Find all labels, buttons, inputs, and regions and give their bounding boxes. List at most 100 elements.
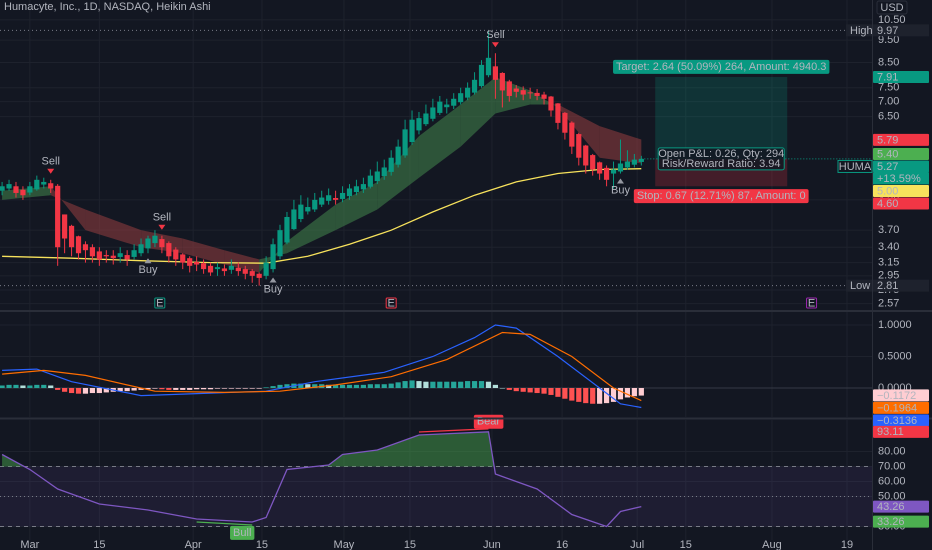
candle-body — [298, 204, 304, 220]
price-badge-label: −0.1172 — [877, 390, 916, 402]
price-badge — [873, 414, 929, 427]
histogram-bar — [55, 388, 61, 390]
histogram-bar — [20, 385, 26, 389]
price-badge — [873, 401, 929, 414]
histogram-bar — [138, 388, 144, 390]
y-tick-label: 70.00 — [878, 460, 906, 472]
ribbon — [182, 238, 225, 265]
candle-body — [48, 183, 54, 189]
histogram-bar — [284, 384, 290, 389]
candle-body — [13, 186, 19, 193]
histogram-bar — [173, 388, 179, 390]
candle-body — [339, 192, 346, 199]
candle-body — [471, 79, 478, 93]
event-marker — [806, 297, 818, 309]
histogram-bar — [256, 388, 262, 389]
histogram-bar — [597, 388, 603, 404]
y-tick-label: 8.50 — [878, 56, 899, 68]
histogram-bar — [458, 381, 464, 389]
x-tick-label: 15 — [93, 539, 105, 550]
histogram-bar — [451, 381, 457, 389]
x-tick-label: May — [334, 539, 355, 550]
candle-body — [332, 198, 339, 200]
histogram-bar — [145, 388, 151, 390]
histogram-bar — [242, 388, 248, 389]
candle-body — [444, 104, 450, 108]
divergence-label: Bull — [233, 527, 251, 539]
price-badge-label: 4.60 — [877, 198, 898, 210]
candle-body — [96, 251, 102, 260]
histogram-bar — [270, 386, 276, 389]
symbol-label: HUMA — [839, 161, 872, 173]
candle-body — [207, 265, 214, 273]
histogram-bar — [590, 388, 596, 404]
histogram-bar — [75, 388, 82, 394]
candle-body — [597, 162, 603, 174]
histogram-bar — [194, 388, 200, 390]
histogram-bar — [360, 384, 366, 389]
signal-label: Sell — [42, 156, 60, 168]
candle-body — [131, 250, 137, 257]
candle-body — [395, 146, 401, 165]
candle-body — [277, 230, 283, 257]
y-tick-label: 7.00 — [878, 96, 899, 108]
candle-body — [409, 119, 415, 142]
candle-body — [367, 175, 373, 187]
stop-label-box — [633, 189, 809, 204]
candle-body — [152, 235, 158, 244]
ribbon — [85, 209, 142, 248]
histogram-bar — [610, 388, 617, 402]
ribbon — [286, 204, 336, 254]
candle-body — [319, 197, 325, 205]
histogram-bar — [277, 384, 283, 389]
price-badge — [873, 71, 929, 84]
event-label: E — [156, 297, 163, 309]
candle-body — [180, 254, 186, 263]
histogram-bar — [569, 388, 575, 401]
candle-body — [187, 258, 193, 266]
y-tick-label: 9.50 — [878, 34, 899, 46]
histogram-bar — [124, 388, 130, 392]
candle-body — [0, 186, 5, 191]
candle-body — [214, 267, 221, 270]
extreme-name: Low — [850, 280, 870, 292]
candle-body — [631, 159, 637, 165]
y-tick-label: 7.50 — [878, 82, 899, 94]
price-axis — [872, 0, 932, 550]
candle-body — [68, 225, 75, 248]
y-tick-label: 0.5000 — [878, 350, 912, 362]
y-tick-label: 1.0000 — [878, 319, 912, 331]
candle-body — [388, 157, 394, 172]
histogram-bar — [548, 388, 554, 395]
candle-body — [603, 167, 610, 180]
histogram-bar — [416, 381, 422, 389]
y-tick-label: 2.57 — [878, 298, 899, 310]
histogram-bar — [638, 388, 644, 396]
histogram-bar — [82, 388, 89, 394]
event-label: E — [808, 297, 815, 309]
candle-body — [82, 244, 89, 251]
histogram-bar — [96, 388, 102, 394]
histogram-bar — [527, 388, 533, 393]
candle-body — [534, 92, 540, 96]
histogram-bar — [603, 388, 610, 404]
rr-label: Risk/Reward Ratio: 3.94 — [662, 158, 781, 170]
candle-body — [485, 57, 492, 76]
extreme-badge — [873, 279, 929, 292]
price-badge-label: 5.00 — [877, 185, 898, 197]
histogram-bar — [180, 388, 186, 390]
candle-body — [6, 184, 12, 189]
candle-body — [34, 179, 40, 190]
y-tick-label: 3.70 — [878, 224, 899, 236]
histogram-bar — [13, 384, 19, 389]
histogram-bar — [374, 384, 380, 389]
candle-body — [62, 214, 68, 239]
histogram-bar — [221, 388, 228, 389]
stop-label: Stop: 0.67 (12.71%) 87, Amount: 0 — [637, 190, 806, 202]
candle-body — [312, 199, 318, 210]
x-tick-label: 19 — [841, 539, 853, 550]
candle-body — [256, 273, 262, 278]
y-tick-label: 60.00 — [878, 475, 906, 487]
histogram-bar — [506, 388, 512, 390]
